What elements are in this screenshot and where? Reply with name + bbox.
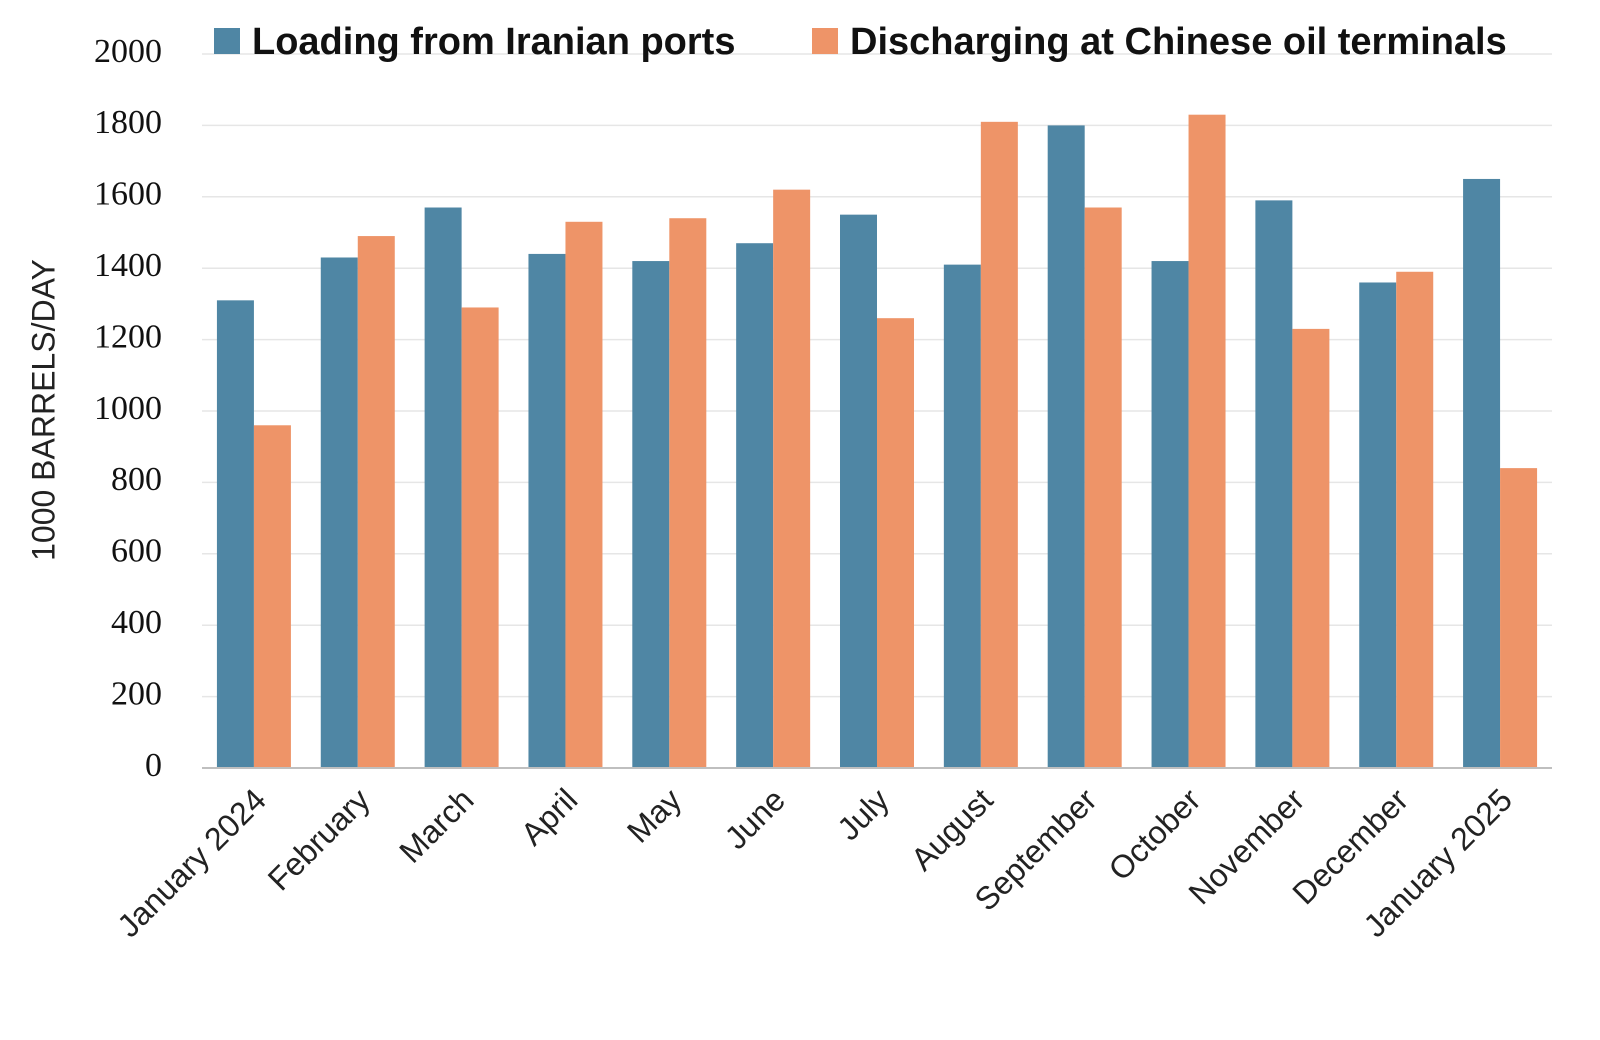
x-category-label: August xyxy=(904,781,1000,877)
x-category-label: January 2024 xyxy=(110,781,273,944)
y-tick-label: 600 xyxy=(111,533,162,570)
bar-discharging xyxy=(1292,328,1330,768)
bar-loading xyxy=(424,207,462,768)
bar-discharging xyxy=(357,236,395,768)
x-category-label: May xyxy=(620,781,688,849)
bar-loading xyxy=(736,243,774,768)
legend-label-discharging: Discharging at Chinese oil terminals xyxy=(850,21,1507,63)
x-category-label: April xyxy=(514,781,585,852)
bar-loading xyxy=(1255,200,1293,768)
y-tick-label: 400 xyxy=(111,604,162,641)
bar-discharging xyxy=(565,221,603,769)
bar-discharging xyxy=(669,218,707,769)
x-category-label: March xyxy=(392,781,480,869)
bar-loading xyxy=(216,300,254,768)
y-tick-label: 2000 xyxy=(94,33,162,70)
x-category-label: February xyxy=(261,781,377,897)
y-tick-label: 1800 xyxy=(94,104,162,141)
bar-discharging xyxy=(1500,468,1538,768)
bar-discharging xyxy=(253,425,291,768)
legend-swatch-loading xyxy=(214,28,240,54)
bar-discharging xyxy=(877,318,914,768)
bar-loading xyxy=(1463,178,1501,768)
x-category-label: October xyxy=(1102,781,1208,887)
bar-loading xyxy=(943,264,981,768)
bar-discharging xyxy=(1396,271,1434,768)
y-tick-label: 1000 xyxy=(94,390,162,427)
y-axis-label: 1000 BARRELS/DAY xyxy=(25,259,61,561)
y-tick-label: 0 xyxy=(145,747,162,784)
bar-loading xyxy=(840,214,877,768)
y-tick-label: 1600 xyxy=(94,176,162,213)
bar-discharging xyxy=(461,307,499,768)
bar-loading xyxy=(632,261,670,768)
bar-loading xyxy=(1359,282,1397,768)
y-axis-ticks: 0 200 400 600 800 1000 1200 1400 1600 1800 2000 xyxy=(94,33,162,784)
bar-discharging xyxy=(1188,114,1226,768)
y-tick-label: 1200 xyxy=(94,318,162,355)
bar-discharging xyxy=(980,121,1018,768)
bar-discharging xyxy=(1084,207,1122,768)
y-tick-label: 200 xyxy=(111,675,162,712)
x-category-label: June xyxy=(718,781,793,856)
bar-loading xyxy=(320,257,358,768)
y-tick-label: 1400 xyxy=(94,247,162,284)
bar-loading xyxy=(528,253,566,769)
y-tick-label: 800 xyxy=(111,461,162,498)
legend-swatch-discharging xyxy=(812,28,838,54)
bars xyxy=(216,114,1538,769)
bar-discharging xyxy=(773,189,811,768)
bar-loading xyxy=(1047,125,1085,768)
x-category-label: July xyxy=(830,781,896,847)
legend: Loading from Iranian ports Discharging a… xyxy=(214,21,1507,63)
bar-loading xyxy=(1151,261,1189,768)
legend-label-loading: Loading from Iranian ports xyxy=(252,21,735,63)
